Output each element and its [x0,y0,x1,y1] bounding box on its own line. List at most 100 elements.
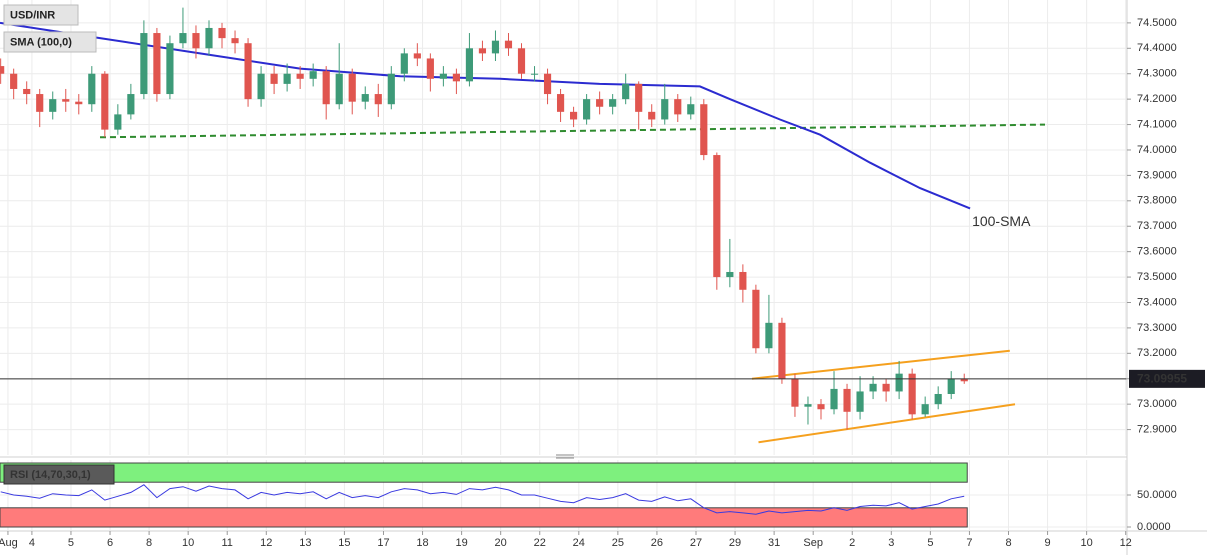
candle-body [283,73,291,84]
candle-body [244,43,252,100]
candle-body [609,99,617,107]
y-tick-label: 74.4000 [1137,42,1177,54]
x-tick-label: 26 [651,537,663,549]
x-tick-label: 17 [377,537,389,549]
candle-body [908,373,916,415]
x-tick-label: 15 [338,537,350,549]
trendline [758,403,1016,444]
sma-annotation: 100-SMA [972,213,1031,229]
candle-body [36,94,44,112]
x-tick-label: 5 [927,537,933,549]
candle-body [570,111,578,120]
separator-handle[interactable] [556,454,574,459]
candle-body [765,322,773,349]
trendline [99,123,1046,139]
y-tick-label: 74.2000 [1137,93,1177,105]
x-tick-label: 10 [1081,537,1093,549]
candle-body [491,40,500,54]
candle-body [387,73,395,105]
candle-body [413,53,421,59]
candle-body [556,94,565,112]
y-tick-label: 73.9000 [1137,169,1177,181]
y-tick-label: 73.6000 [1137,246,1177,258]
candle-body [687,104,695,115]
candle-body [947,378,955,394]
x-tick-label: 2 [849,537,855,549]
candle-body [257,73,265,100]
y-tick-label: 74.5000 [1137,17,1177,29]
x-tick-label: 6 [107,537,113,549]
legend-box [3,31,97,53]
candle-body [830,388,838,410]
candle-body [296,73,304,79]
rsi-y-tick-label: 50.0000 [1137,489,1177,501]
candle-body [114,114,122,130]
candle-body [0,66,5,74]
candle-body [309,71,317,79]
candle-body [700,104,708,156]
y-tick-label: 74.1000 [1137,118,1177,130]
x-tick-label: Aug [0,537,18,549]
y-tick-label: 74.3000 [1137,68,1177,80]
candle-body [596,99,604,107]
candle-body [101,73,109,130]
candle-body [270,73,278,84]
candle-body [166,43,174,95]
candle-body [530,73,539,75]
candle-body [231,38,239,44]
x-tick-label: 9 [1045,537,1051,549]
y-tick-label: 73.2000 [1137,347,1177,359]
last-price-label: 73.09955 [1137,372,1187,386]
candle-body [49,99,57,112]
candle-body [10,73,18,89]
candle-body [504,40,513,49]
candle-body [739,271,747,290]
rsi-line [0,484,965,515]
candle-body [648,111,656,120]
candle-body [426,58,434,79]
candle-body [88,73,96,105]
x-tick-label: 19 [455,537,467,549]
candle-body [543,73,552,95]
candle-body [322,71,330,105]
candle-body [583,99,591,120]
x-tick-label: 8 [146,537,152,549]
candle-body [674,99,682,115]
candle-body [478,48,487,54]
candle-body [23,88,31,95]
sma-line [0,21,971,210]
x-tick-label: 3 [888,537,894,549]
y-tick-label: 72.9000 [1137,423,1177,435]
rsi-overbought-zone [0,462,968,483]
plot: 100-SMA RSI (14,70,30,1) [0,7,1127,528]
candle-body [869,383,877,392]
candle-body [635,83,643,112]
candle-body [752,289,760,349]
candle-body [622,83,630,100]
y-tick-label: 73.8000 [1137,195,1177,207]
x-tick-label: 27 [690,537,702,549]
candle-body [218,27,226,39]
candle-body [75,101,83,105]
candle-body [127,94,135,115]
candle-body [374,94,382,105]
candle-body [452,73,460,82]
candle-body [713,155,721,278]
y-tick-label: 73.5000 [1137,271,1177,283]
rsi-y-tick-label: 0.0000 [1137,521,1171,533]
rsi-legend-box [3,464,115,485]
candle-body [465,48,474,82]
candle-body [205,27,213,49]
x-tick-label: 25 [612,537,624,549]
x-tick-label: 7 [966,537,972,549]
candle-body [934,393,942,405]
x-tick-label: 8 [1005,537,1011,549]
rsi-legend: RSI (14,70,30,1) [10,469,91,481]
x-tick-label: 13 [299,537,311,549]
candle-body [960,378,968,382]
candle-body [335,73,343,105]
candle-body [921,404,929,415]
legend-sma: SMA (100,0) [10,36,72,48]
candle-body [791,378,799,407]
